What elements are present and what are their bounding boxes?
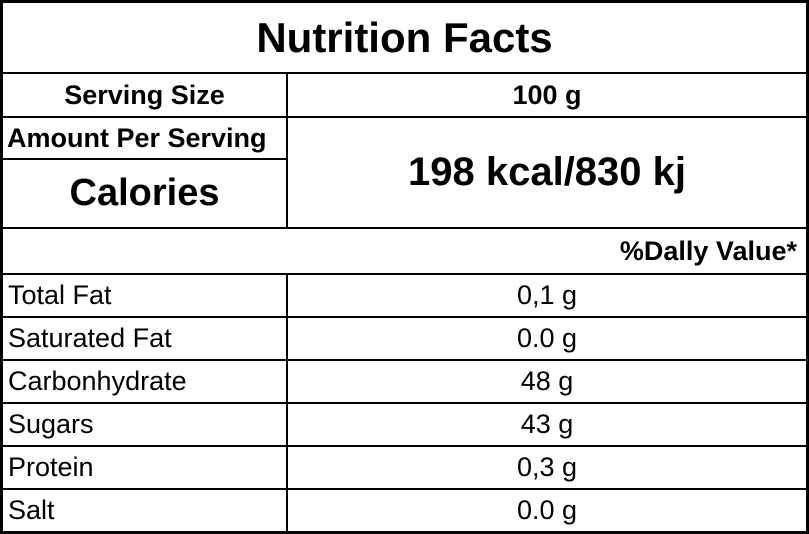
nutrient-label: Total Fat [3, 275, 288, 316]
table-row-protein: Protein 0,3 g [3, 445, 806, 488]
nutrient-value: 43 g [520, 409, 574, 439]
calories-value: 198 kcal/830 kj [407, 150, 687, 194]
nutrient-label: Sugars [3, 404, 288, 445]
serving-size-row: Serving Size 100 g [3, 72, 806, 116]
nutrient-label: Salt [3, 490, 288, 531]
calories-section: Amount Per Serving Calories 198 kcal/830… [3, 116, 806, 227]
daily-value-header-row: %Dally Value* [3, 227, 806, 273]
amount-per-serving-header: Amount Per Serving [3, 118, 286, 160]
table-row-total-fat: Total Fat 0,1 g [3, 273, 806, 316]
nutrient-label: Protein [3, 447, 288, 488]
nutrient-value: 0.0 g [516, 495, 578, 525]
table-row-sugars: Sugars 43 g [3, 402, 806, 445]
label-title: Nutrition Facts [256, 13, 553, 61]
nutrient-value: 0.0 g [516, 323, 578, 353]
calories-label: Calories [69, 172, 220, 214]
nutrient-value: 0,1 g [516, 280, 578, 310]
table-row-carbonhydrate: Carbonhydrate 48 g [3, 359, 806, 402]
nutrient-label: Saturated Fat [3, 318, 288, 359]
nutrient-value: 48 g [520, 366, 574, 396]
table-row-saturated-fat: Saturated Fat 0.0 g [3, 316, 806, 359]
serving-size-value: 100 g [512, 79, 582, 110]
daily-value-header: %Dally Value* [619, 235, 797, 266]
nutrient-value: 0,3 g [516, 452, 578, 482]
table-row-salt: Salt 0.0 g [3, 488, 806, 531]
calories-left-column: Amount Per Serving Calories [3, 118, 288, 227]
nutrient-label: Carbonhydrate [3, 361, 288, 402]
serving-size-label: Serving Size [3, 74, 288, 116]
